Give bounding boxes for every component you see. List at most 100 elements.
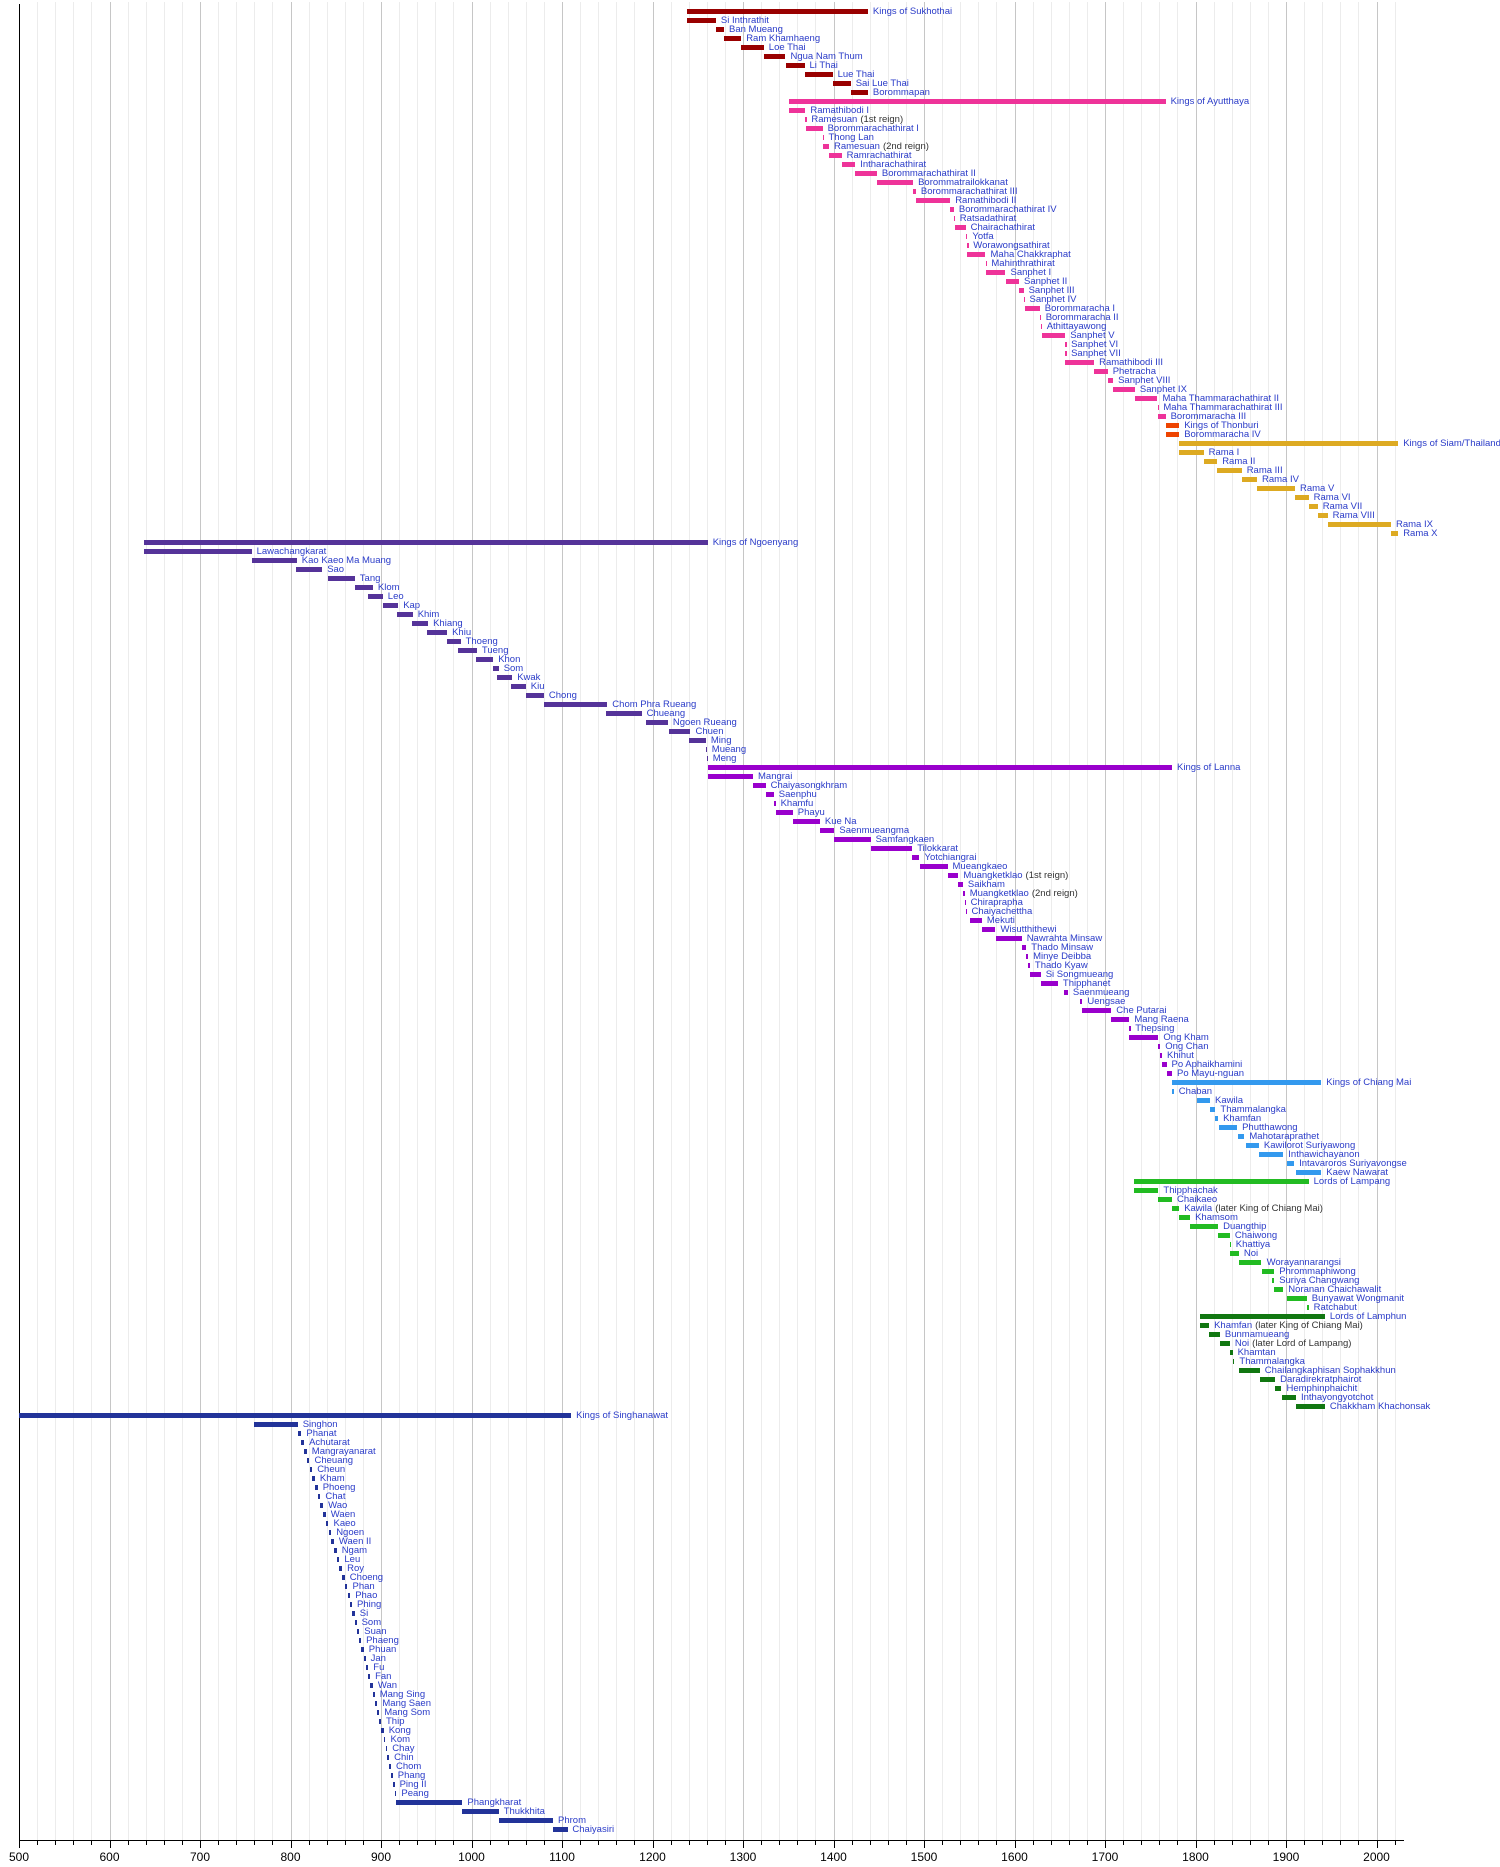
- section-label[interactable]: Lords of Lamphun: [1330, 1312, 1407, 1322]
- ruler-label[interactable]: Lue Thai: [838, 70, 875, 80]
- ruler-label[interactable]: Ming: [711, 736, 732, 746]
- ruler-label[interactable]: Daradirekratphairot: [1280, 1375, 1361, 1385]
- ruler-label[interactable]: Kue Na: [825, 817, 857, 827]
- ruler-label[interactable]: Sanphet VII: [1071, 349, 1121, 359]
- ruler-label[interactable]: Mueang: [712, 745, 746, 755]
- ruler-label[interactable]: Maha Thammarachathirat III: [1163, 403, 1282, 413]
- ruler-label[interactable]: Waen: [331, 1510, 355, 1520]
- ruler-label[interactable]: Chaban: [1179, 1087, 1212, 1097]
- ruler-label[interactable]: Khim: [418, 610, 440, 620]
- ruler-label[interactable]: Mang Saen: [382, 1699, 431, 1709]
- ruler-label[interactable]: Maha Thammarachathirat II: [1163, 394, 1280, 404]
- ruler-label[interactable]: Kong: [389, 1726, 411, 1736]
- ruler-label[interactable]: Phrommaphiwong: [1279, 1267, 1356, 1277]
- ruler-label[interactable]: Chakkham Khachonsak: [1330, 1402, 1430, 1412]
- ruler-label[interactable]: Ramrachathirat: [847, 151, 912, 161]
- ruler-label[interactable]: Jan: [371, 1654, 386, 1664]
- ruler-label[interactable]: Kom: [391, 1735, 411, 1745]
- section-label[interactable]: Kings of Thonburi: [1184, 421, 1258, 431]
- ruler-label[interactable]: Phaeng: [366, 1636, 399, 1646]
- ruler-label[interactable]: Mekuti: [987, 916, 1015, 926]
- ruler-label[interactable]: Li Thai: [810, 61, 838, 71]
- ruler-label[interactable]: Tilokkarat: [917, 844, 958, 854]
- ruler-label[interactable]: Borommaracha III: [1171, 412, 1247, 422]
- ruler-label[interactable]: Bunmamueang: [1225, 1330, 1289, 1340]
- ruler-label[interactable]: Rama IX: [1396, 520, 1433, 530]
- ruler-label[interactable]: Samfangkaen: [876, 835, 935, 845]
- ruler-label[interactable]: Uengsae: [1087, 997, 1125, 1007]
- ruler-label[interactable]: Kao Kaeo Ma Muang: [302, 556, 391, 566]
- ruler-label[interactable]: Cheun: [317, 1465, 345, 1475]
- ruler-label[interactable]: Kaew Nawarat: [1326, 1168, 1388, 1178]
- ruler-label[interactable]: Ong Kham: [1163, 1033, 1208, 1043]
- ruler-label[interactable]: Rama V: [1300, 484, 1334, 494]
- ruler-label[interactable]: Ramesuan (2nd reign): [834, 142, 929, 152]
- ruler-label[interactable]: Waen II: [339, 1537, 371, 1547]
- ruler-label[interactable]: Chom Phra Rueang: [612, 700, 696, 710]
- ruler-label[interactable]: Sanphet VI: [1071, 340, 1118, 350]
- ruler-label[interactable]: Yotchiangrai: [925, 853, 977, 863]
- ruler-label[interactable]: Tang: [360, 574, 381, 584]
- ruler-label[interactable]: Che Putarai: [1116, 1006, 1166, 1016]
- ruler-label[interactable]: Rama VIII: [1333, 511, 1375, 521]
- ruler-label[interactable]: Ram Khamhaeng: [746, 34, 820, 44]
- ruler-label[interactable]: Mang Raena: [1134, 1015, 1188, 1025]
- ruler-label[interactable]: Phao: [355, 1591, 377, 1601]
- ruler-label[interactable]: Ramathibodi II: [955, 196, 1016, 206]
- ruler-label[interactable]: Kwak: [517, 673, 540, 683]
- ruler-label[interactable]: Khamfan: [1223, 1114, 1261, 1124]
- ruler-label[interactable]: Saikham: [968, 880, 1005, 890]
- ruler-label[interactable]: Sanphet III: [1029, 286, 1075, 296]
- ruler-label[interactable]: Klom: [378, 583, 400, 593]
- ruler-label[interactable]: Borommaracha II: [1046, 313, 1119, 323]
- ruler-label[interactable]: Ong Chan: [1165, 1042, 1208, 1052]
- ruler-label[interactable]: Borommarachathirat IV: [959, 205, 1057, 215]
- ruler-label[interactable]: Rama IV: [1262, 475, 1299, 485]
- ruler-label[interactable]: Choeng: [350, 1573, 383, 1583]
- ruler-label[interactable]: Chaiyasongkhram: [771, 781, 848, 791]
- ruler-label[interactable]: Suan: [364, 1627, 386, 1637]
- ruler-label[interactable]: Sanphet VIII: [1118, 376, 1170, 386]
- ruler-label[interactable]: Thepsing: [1135, 1024, 1174, 1034]
- ruler-label[interactable]: Ngua Nam Thum: [791, 52, 863, 62]
- ruler-label[interactable]: Chaiyachettha: [972, 907, 1033, 917]
- ruler-label[interactable]: Chuen: [696, 727, 724, 737]
- ruler-label[interactable]: Rama II: [1222, 457, 1255, 467]
- ruler-label[interactable]: Inthawichayanon: [1288, 1150, 1359, 1160]
- ruler-label[interactable]: Borommaracha I: [1045, 304, 1115, 314]
- ruler-label[interactable]: Som: [362, 1618, 382, 1628]
- ruler-label[interactable]: Fan: [375, 1672, 391, 1682]
- section-label[interactable]: Kings of Ayutthaya: [1171, 97, 1250, 107]
- ruler-label[interactable]: Leu: [344, 1555, 360, 1565]
- ruler-label[interactable]: Rama X: [1403, 529, 1437, 539]
- ruler-label[interactable]: Thong Lan: [829, 133, 874, 143]
- ruler-label[interactable]: Borommatrailokkanat: [918, 178, 1008, 188]
- ruler-label[interactable]: Po Aphaikhamini: [1172, 1060, 1243, 1070]
- ruler-label[interactable]: Peang: [401, 1789, 428, 1799]
- ruler-label[interactable]: Tueng: [482, 646, 509, 656]
- ruler-label[interactable]: Si Inthrathit: [721, 16, 769, 26]
- ruler-label[interactable]: Borommapan: [873, 88, 930, 98]
- ruler-label[interactable]: Fu: [373, 1663, 384, 1673]
- ruler-label[interactable]: Thip: [386, 1717, 404, 1727]
- ruler-label[interactable]: Wao: [328, 1501, 347, 1511]
- ruler-label[interactable]: Phan: [353, 1582, 375, 1592]
- ruler-label[interactable]: Mahinthrathirat: [991, 259, 1054, 269]
- ruler-label[interactable]: Phangkharat: [467, 1798, 521, 1808]
- ruler-label[interactable]: Cheuang: [315, 1456, 354, 1466]
- ruler-label[interactable]: Minye Deibba: [1033, 952, 1091, 962]
- ruler-label[interactable]: Ramathibodi I: [810, 106, 869, 116]
- ruler-label[interactable]: Khamfu: [781, 799, 814, 809]
- ruler-label[interactable]: Thipphachak: [1163, 1186, 1217, 1196]
- ruler-label[interactable]: Duangthip: [1223, 1222, 1266, 1232]
- section-label[interactable]: Kings of Singhanawat: [576, 1411, 668, 1421]
- ruler-label[interactable]: Phutthawong: [1242, 1123, 1297, 1133]
- ruler-label[interactable]: Ban Mueang: [729, 25, 783, 35]
- section-label[interactable]: Kings of Ngoenyang: [713, 538, 799, 548]
- ruler-label[interactable]: Borommarachathirat I: [828, 124, 919, 134]
- ruler-label[interactable]: Yotfa: [972, 232, 993, 242]
- ruler-label[interactable]: Ramathibodi III: [1099, 358, 1163, 368]
- ruler-label[interactable]: Ratchabut: [1314, 1303, 1357, 1313]
- ruler-label[interactable]: Borommarachathirat III: [921, 187, 1018, 197]
- ruler-label[interactable]: Wisutthithewi: [1001, 925, 1057, 935]
